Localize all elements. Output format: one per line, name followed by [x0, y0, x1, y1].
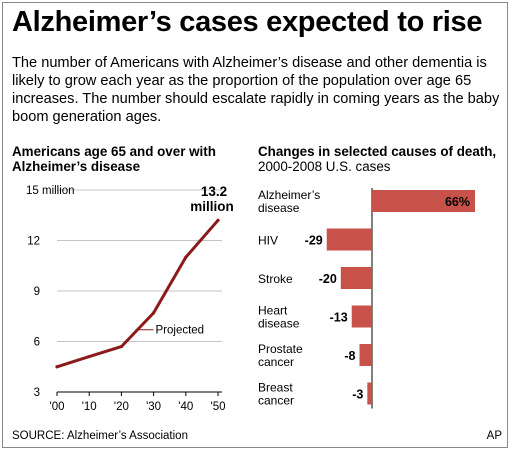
line-chart-data-point	[184, 255, 188, 259]
bar-chart-title: Changes in selected causes of death, 200…	[258, 144, 508, 174]
line-chart-y-tick-label: 15 million	[26, 185, 75, 197]
bar-chart-category-label: Stroke	[258, 272, 293, 286]
intro-text: The number of Americans with Alzheimer’s…	[12, 55, 500, 125]
bar-chart-value-label: -8	[344, 349, 355, 363]
bar-chart-value-label: -20	[319, 272, 337, 286]
line-chart-x-tick-label: '10	[82, 401, 97, 413]
line-chart-y-tick-label: 12	[27, 236, 40, 248]
line-chart-title: Americans age 65 and over with Alzheimer…	[12, 144, 216, 174]
bar-chart-category-label: disease	[258, 317, 300, 331]
line-chart-x-tick-label: '00	[50, 401, 65, 413]
line-chart-x-tick-label: '40	[178, 401, 193, 413]
page-title: Alzheimer’s cases expected to rise	[12, 6, 483, 38]
bar-chart-category-label: Alzheimer’s	[258, 188, 320, 202]
bar-chart-bar	[326, 228, 372, 251]
bar-chart-category-label: Breast	[258, 381, 293, 395]
bar-chart-category-label: Heart	[258, 304, 288, 318]
bar-chart-value-label: -13	[330, 311, 348, 325]
bar-chart-subtitle: 2000-2008 U.S. cases	[258, 159, 391, 174]
endpoint-unit-label: million	[190, 199, 234, 214]
bar-chart-title-main: Changes in selected causes of death,	[258, 144, 497, 159]
bar-chart-bar	[351, 305, 372, 328]
line-chart-y-tick-label: 3	[34, 387, 40, 399]
line-chart-y-tick-label: 9	[34, 286, 40, 298]
bar-chart-bar	[340, 267, 372, 289]
line-chart-x-tick-label: '30	[146, 401, 161, 413]
line-chart-data-point	[87, 355, 91, 359]
line-chart-x-tick-label: '20	[114, 401, 129, 413]
bar-chart-value-label: -29	[305, 234, 323, 248]
bar-chart-value-label: 66%	[445, 195, 470, 209]
bar-chart-category-label: cancer	[258, 394, 294, 408]
line-chart-x-tick-label: '50	[211, 401, 226, 413]
bar-chart-category-label: cancer	[258, 355, 294, 369]
credit-note: AP	[486, 430, 502, 442]
bar-chart-category-label: disease	[258, 201, 300, 215]
graphic-frame	[2, 2, 508, 448]
line-chart-data-point	[152, 311, 156, 315]
bar-chart-category-label: HIV	[258, 234, 278, 248]
bar-chart-bar	[359, 344, 372, 366]
endpoint-value-label: 13.2	[201, 184, 227, 199]
line-chart-data-point	[119, 344, 123, 349]
line-chart-series-line	[55, 218, 220, 369]
line-chart-data-point	[216, 218, 220, 222]
projected-label: Projected	[156, 325, 205, 337]
bar-chart-value-label: -3	[352, 388, 363, 402]
source-note: SOURCE: Alzheimer’s Association	[12, 430, 188, 442]
line-chart-y-tick-label: 6	[34, 337, 40, 349]
line-chart-data-point	[55, 365, 59, 369]
bar-chart-bar	[367, 382, 372, 405]
bar-chart-category-label: Prostate	[258, 342, 303, 356]
bar-chart-bar	[372, 190, 475, 212]
